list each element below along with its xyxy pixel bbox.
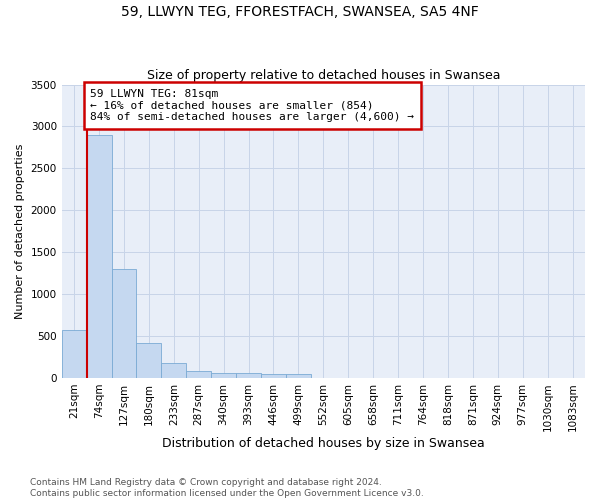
Bar bbox=[136, 343, 161, 378]
Bar bbox=[161, 364, 186, 378]
Bar bbox=[86, 135, 112, 378]
Y-axis label: Number of detached properties: Number of detached properties bbox=[15, 144, 25, 319]
Bar bbox=[112, 269, 136, 378]
Bar bbox=[186, 372, 211, 378]
Text: 59, LLWYN TEG, FFORESTFACH, SWANSEA, SA5 4NF: 59, LLWYN TEG, FFORESTFACH, SWANSEA, SA5… bbox=[121, 5, 479, 19]
Title: Size of property relative to detached houses in Swansea: Size of property relative to detached ho… bbox=[146, 69, 500, 82]
Bar bbox=[62, 330, 86, 378]
Bar bbox=[211, 372, 236, 378]
Bar bbox=[261, 374, 286, 378]
Bar bbox=[286, 374, 311, 378]
Text: Contains HM Land Registry data © Crown copyright and database right 2024.
Contai: Contains HM Land Registry data © Crown c… bbox=[30, 478, 424, 498]
X-axis label: Distribution of detached houses by size in Swansea: Distribution of detached houses by size … bbox=[162, 437, 485, 450]
Bar bbox=[236, 374, 261, 378]
Text: 59 LLWYN TEG: 81sqm
← 16% of detached houses are smaller (854)
84% of semi-detac: 59 LLWYN TEG: 81sqm ← 16% of detached ho… bbox=[91, 89, 415, 122]
